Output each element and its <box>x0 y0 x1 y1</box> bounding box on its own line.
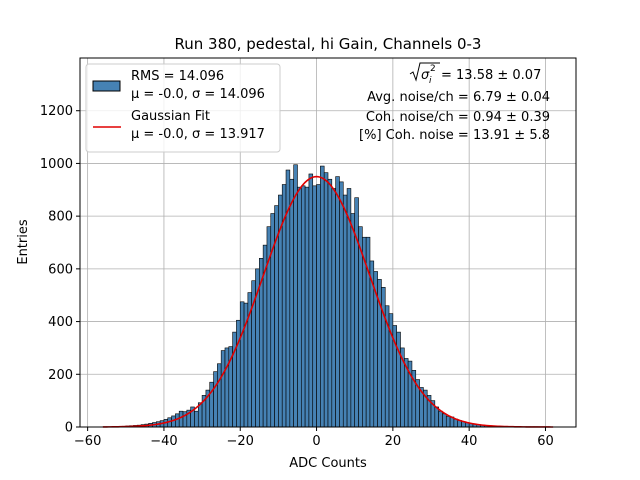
histogram-bar <box>178 410 184 428</box>
coh-noise-percent-stat: [%] Coh. noise = 13.91 ± 5.8 <box>359 128 550 143</box>
y-tick-label: 1000 <box>40 157 73 172</box>
histogram-bar <box>442 413 447 428</box>
legend-box <box>85 63 281 153</box>
x-tick-label: −20 <box>227 434 254 449</box>
legend-fit-line2: μ = -0.0, σ = 13.917 <box>131 127 265 142</box>
svg-text:σ: σ <box>421 68 430 83</box>
histogram-bar <box>289 178 294 428</box>
x-axis-label: ADC Counts <box>289 456 367 471</box>
histogram-bar <box>213 371 218 428</box>
histogram-bar <box>239 301 245 428</box>
histogram-bar <box>350 213 356 428</box>
y-axis-ticks: 0 200 400 600 800 1000 1200 <box>40 104 80 436</box>
histogram-bar <box>438 410 443 428</box>
histogram-bar <box>220 350 226 428</box>
y-tick-label: 600 <box>48 262 73 277</box>
histogram-bar <box>331 188 336 428</box>
histogram-bar <box>297 186 302 428</box>
histogram-bar <box>335 176 340 428</box>
histogram-bar <box>323 172 329 428</box>
y-tick-label: 200 <box>48 368 73 383</box>
x-tick-label: −60 <box>74 434 101 449</box>
histogram-bar <box>194 410 199 428</box>
histogram-bar <box>236 319 241 428</box>
coh-noise-stat: Coh. noise/ch = 0.94 ± 0.39 <box>366 110 550 125</box>
legend-histogram-line2: μ = -0.0, σ = 14.096 <box>131 87 265 102</box>
x-tick-label: 40 <box>461 434 478 449</box>
x-tick-label: −40 <box>150 434 177 449</box>
histogram-bar <box>312 185 317 428</box>
svg-text:2: 2 <box>430 64 436 74</box>
chart-title: Run 380, pedestal, hi Gain, Channels 0-3 <box>175 35 482 53</box>
grid <box>80 58 576 428</box>
x-tick-label: 20 <box>385 434 402 449</box>
y-tick-label: 800 <box>48 210 73 225</box>
sqrt-sigma-symbol: σ i 2 <box>409 62 440 86</box>
y-tick-label: 400 <box>48 315 73 330</box>
histogram-bars <box>102 164 539 428</box>
histogram-bar <box>304 186 310 428</box>
x-tick-label: 0 <box>312 434 320 449</box>
histogram-bar <box>327 178 333 428</box>
histogram-bar <box>434 406 439 428</box>
histogram-bar <box>316 184 321 428</box>
sigma-value: = 13.58 ± 0.07 <box>441 68 541 83</box>
legend-fit-line1: Gaussian Fit <box>131 109 210 124</box>
histogram-bar <box>342 194 348 428</box>
histogram-bar <box>217 363 222 428</box>
svg-text:i: i <box>429 76 432 86</box>
x-axis-ticks: −60 −40 −20 0 20 40 60 <box>74 427 554 449</box>
gaussian-fit-curve <box>102 175 554 428</box>
stats-annotations: σ i 2 = 13.58 ± 0.07 Avg. noise/ch = 6.7… <box>359 62 550 143</box>
y-tick-label: 1200 <box>40 104 73 119</box>
avg-noise-stat: Avg. noise/ch = 6.79 ± 0.04 <box>367 90 550 105</box>
legend-histogram-line1: RMS = 14.096 <box>131 69 224 84</box>
x-tick-label: 60 <box>537 434 554 449</box>
legend-histogram-swatch <box>92 80 121 92</box>
histogram-bar <box>308 173 314 428</box>
y-axis-label: Entries <box>16 219 31 265</box>
histogram-bar <box>445 416 451 428</box>
histogram-bar <box>175 413 180 428</box>
histogram-bar <box>300 185 306 428</box>
y-tick-label: 0 <box>65 421 73 436</box>
plot-frame <box>79 57 577 428</box>
histogram-bar <box>358 226 363 428</box>
histogram-bar <box>224 347 230 428</box>
histogram-bar <box>354 197 359 428</box>
histogram-bar <box>339 181 344 428</box>
legend: RMS = 14.096 μ = -0.0, σ = 14.096 Gaussi… <box>85 63 281 153</box>
histogram-bar <box>293 164 298 428</box>
histogram-bar <box>320 165 325 428</box>
